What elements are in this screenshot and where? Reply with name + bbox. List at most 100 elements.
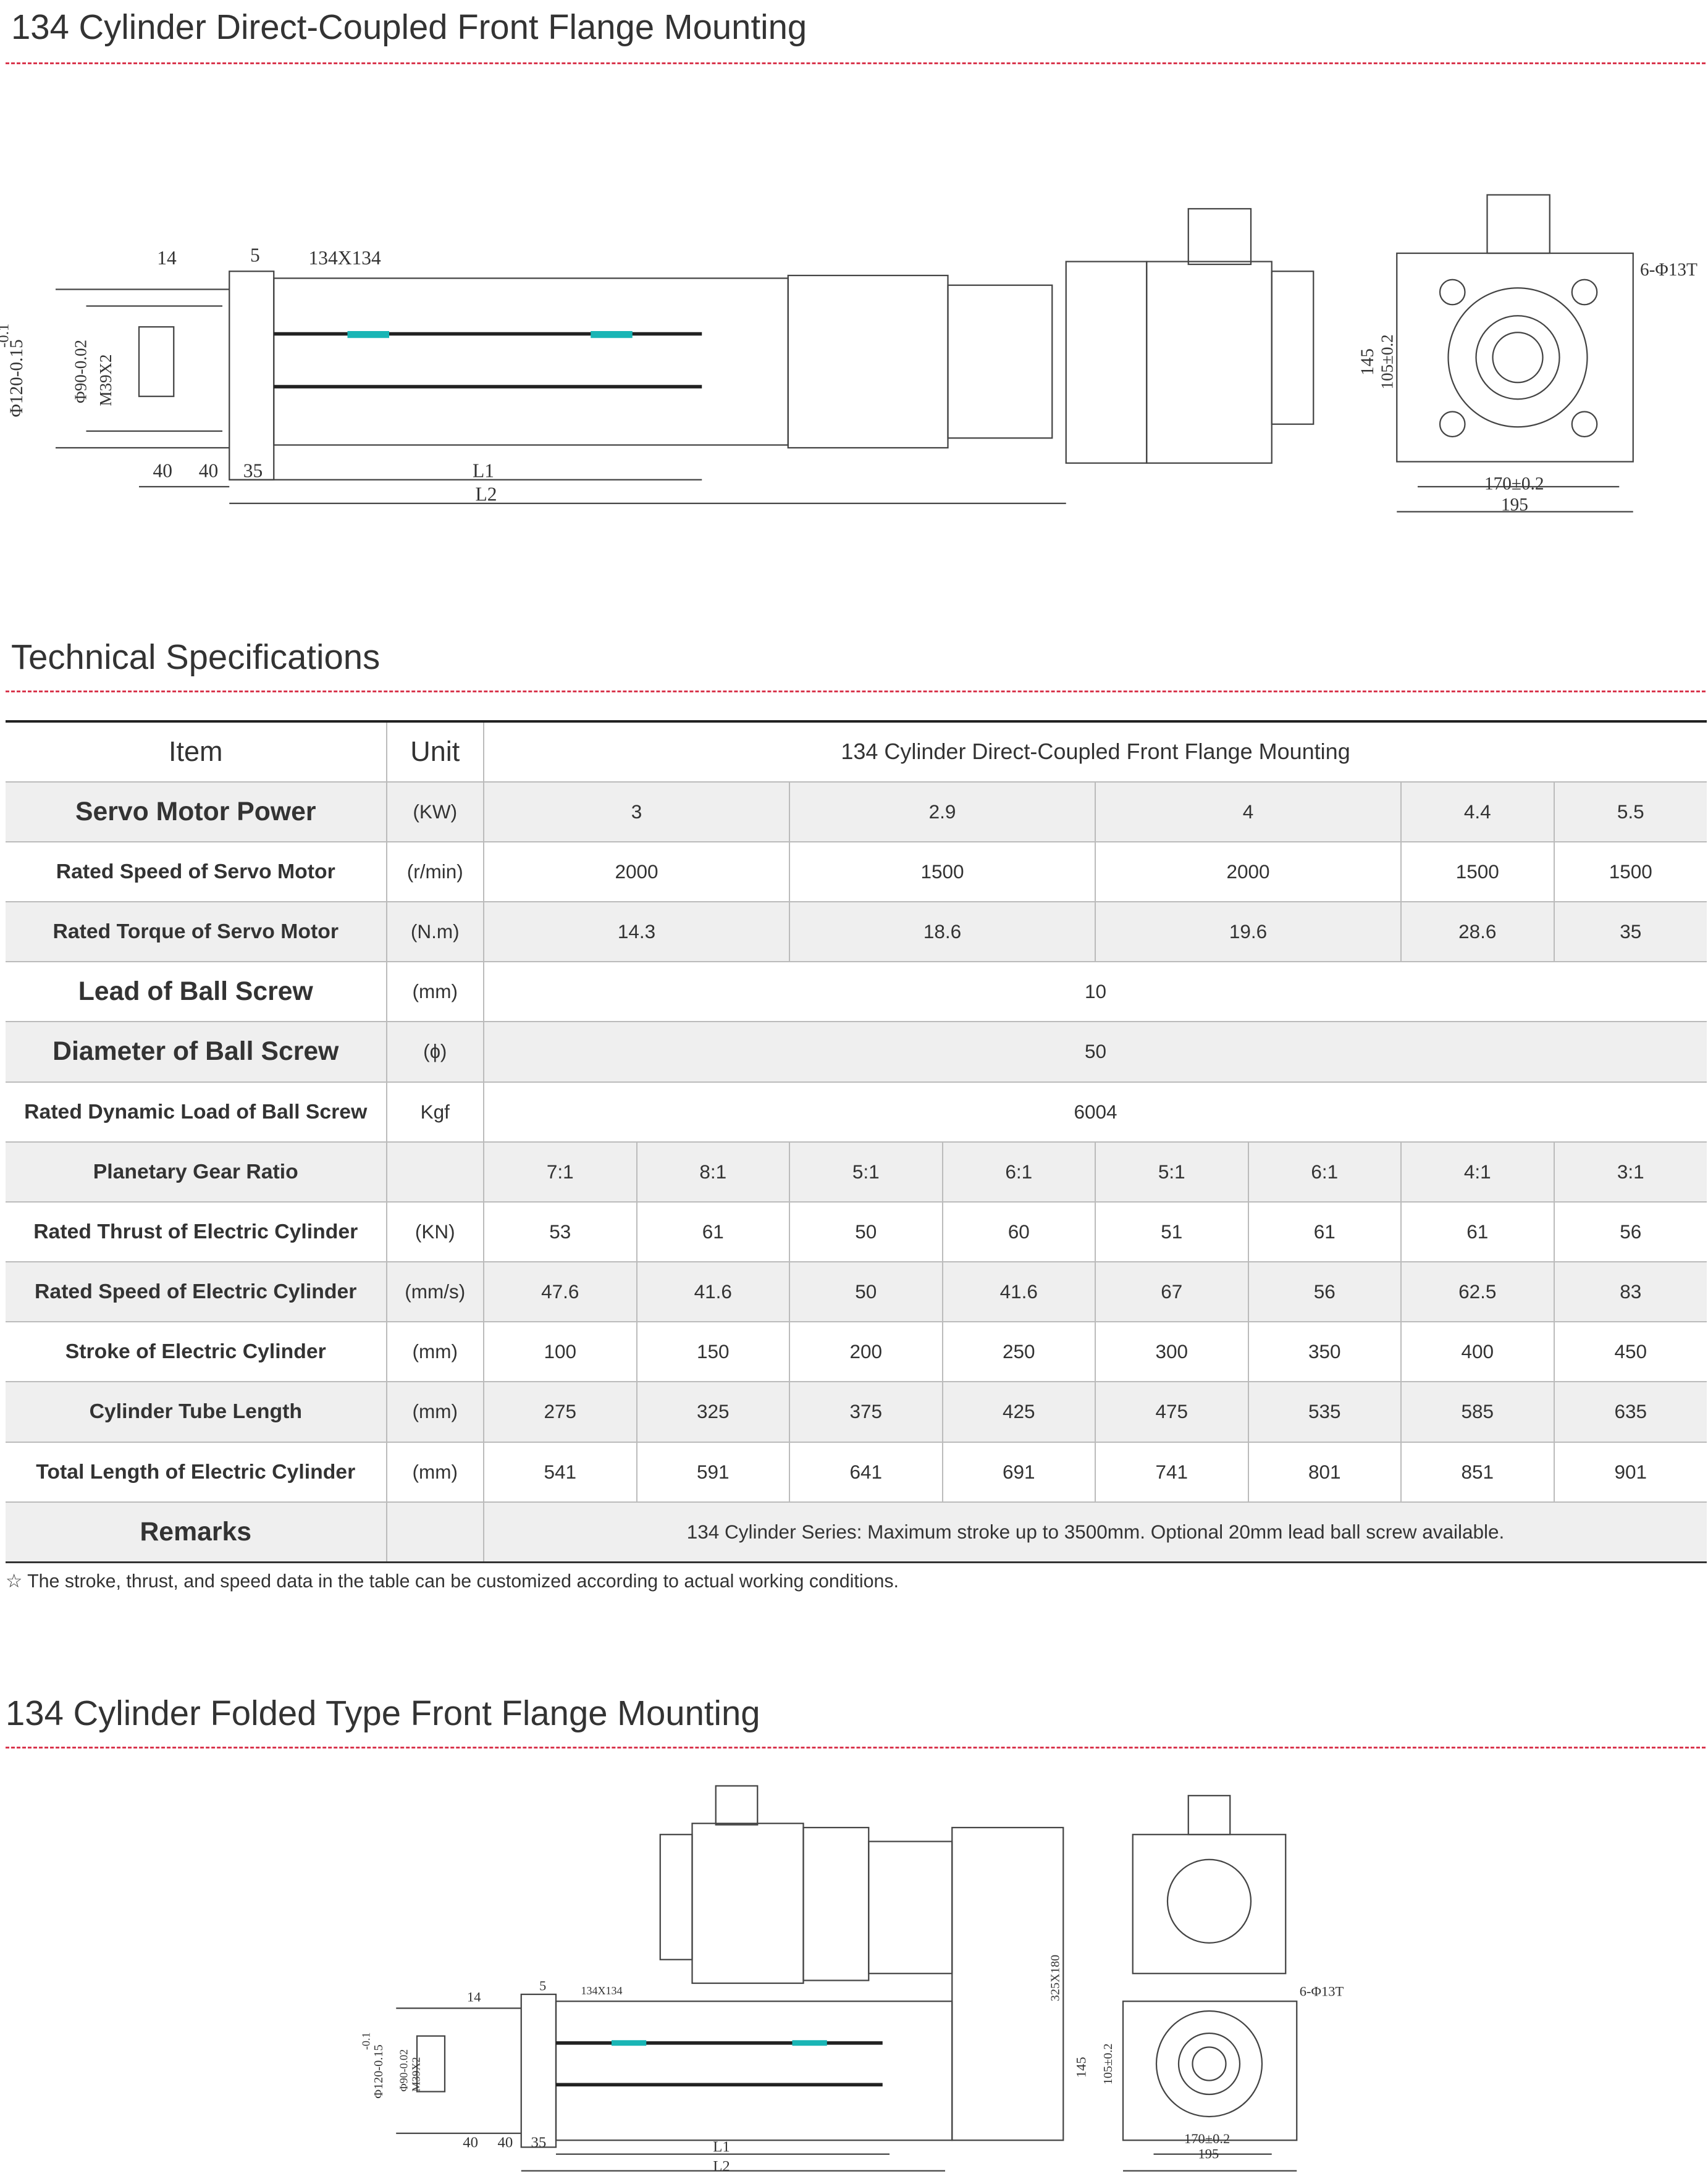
cell-value: 14.3	[482, 901, 791, 963]
row-unit: (ɸ)	[385, 1021, 485, 1083]
cell-value: 851	[1400, 1441, 1555, 1503]
rod-end	[138, 325, 175, 397]
dim-holes: 6-Φ13T	[1640, 260, 1697, 280]
dim-l1: L1	[473, 460, 494, 481]
dim-145: 145	[1073, 2057, 1088, 2078]
cell-value: 6:1	[941, 1141, 1096, 1203]
row-unit: Kgf	[385, 1081, 485, 1143]
section-title-specs: Technical Specifications	[11, 637, 381, 676]
cell-value: 3:1	[1553, 1141, 1707, 1203]
divider	[6, 691, 1706, 694]
cell-value: 61	[1247, 1201, 1402, 1263]
cell-value: 61	[636, 1201, 791, 1263]
cell-value: 4	[1094, 781, 1402, 842]
header-item: Item	[6, 720, 387, 783]
table-row: Total Length of Electric Cylinder (mm) 541…	[6, 1441, 1707, 1503]
cell-value: 585	[1400, 1381, 1555, 1443]
cell-value: 475	[1094, 1381, 1249, 1443]
cell-value: 3	[482, 781, 791, 842]
divider	[6, 1747, 1706, 1750]
divider	[6, 62, 1706, 65]
cell-value: 801	[1247, 1441, 1402, 1503]
cell-value: 2000	[482, 841, 791, 903]
cell-value: 691	[941, 1441, 1096, 1503]
cell-value: 61	[1400, 1201, 1555, 1263]
cell-value: 50	[788, 1261, 943, 1323]
end-view-flange	[1122, 2000, 1298, 2141]
table-row: Cylinder Tube Length (mm) 275 325 375 425 475 5…	[6, 1381, 1707, 1443]
cell-value: 1500	[788, 841, 1096, 903]
cell-value: 5:1	[1094, 1141, 1249, 1203]
row-unit: (mm)	[385, 1381, 485, 1443]
dim-170: 170±0.2	[1484, 474, 1544, 493]
dim-14: 14	[157, 247, 177, 269]
row-label: Rated Torque of Servo Motor	[6, 901, 387, 963]
cell-value: 641	[788, 1441, 943, 1503]
table-row: Rated Dynamic Load of Ball Screw Kgf 6004	[6, 1081, 1707, 1143]
spec-table: Item Unit 134 Cylinder Direct-Coupled Fr…	[6, 720, 1707, 1563]
table-row: Rated Speed of Servo Motor (r/min) 2000 150…	[6, 841, 1707, 903]
cell-value: 4:1	[1400, 1141, 1555, 1203]
dim-tol: -0.1	[0, 323, 12, 347]
dim-phi90: Φ90-0.02	[397, 2049, 410, 2092]
cell-value: 56	[1247, 1261, 1402, 1323]
cell-value: 375	[788, 1381, 943, 1443]
row-unit: (r/min)	[385, 841, 485, 903]
dim-l2: L2	[476, 483, 497, 505]
table-row: Rated Speed of Electric Cylinder (mm/s) 47…	[6, 1261, 1707, 1323]
drawing-folded: 14 5 134X134 Φ120-0.15 -0.1 Φ90-0.02 M39…	[360, 1785, 1344, 2175]
cell-value: 28.6	[1400, 901, 1555, 963]
cell-value: 6:1	[1247, 1141, 1402, 1203]
row-label: Diameter of Ball Screw	[6, 1021, 387, 1083]
cell-value: 2000	[1094, 841, 1402, 903]
dim-170: 170±0.2	[1184, 2131, 1230, 2146]
cell-value: 41.6	[941, 1261, 1096, 1323]
servo-motor	[691, 1822, 804, 1984]
cell-value: 4.4	[1400, 781, 1555, 842]
cell-value: 325	[636, 1381, 791, 1443]
cell-value: 35	[1553, 901, 1707, 963]
dim-105: 105±0.2	[1378, 334, 1397, 389]
dim-35: 35	[531, 2134, 547, 2151]
cell-value: 350	[1247, 1321, 1402, 1383]
dim-325x180: 325X180	[1049, 1955, 1062, 2001]
dim-40a: 40	[463, 2134, 478, 2151]
coupling-housing	[787, 274, 949, 448]
row-label: Planetary Gear Ratio	[6, 1141, 387, 1203]
motor-flange	[1065, 260, 1148, 464]
dim-m39: M39X2	[410, 2057, 423, 2091]
row-unit: (mm)	[385, 1321, 485, 1383]
cell-value: 200	[788, 1321, 943, 1383]
row-label: Rated Dynamic Load of Ball Screw	[6, 1081, 387, 1143]
row-label: Total Length of Electric Cylinder	[6, 1441, 387, 1503]
dim-134x134: 134X134	[309, 247, 381, 269]
table-row: Planetary Gear Ratio 7:1 8:1 5:1 6:1 5:1 6:1 4:…	[6, 1141, 1707, 1203]
cell-value: 635	[1553, 1381, 1707, 1443]
dim-40b: 40	[498, 2134, 513, 2151]
cell-value: 19.6	[1094, 901, 1402, 963]
table-row: Diameter of Ball Screw (ɸ) 50	[6, 1021, 1707, 1083]
front-flange	[229, 270, 275, 481]
dim-14: 14	[467, 1989, 481, 2004]
dim-134x134: 134X134	[581, 1984, 623, 1997]
cell-value: 150	[636, 1321, 791, 1383]
dim-l2: L2	[713, 2158, 730, 2175]
row-unit	[385, 1501, 485, 1563]
row-label: Lead of Ball Screw	[6, 961, 387, 1023]
dim-phi120: Φ120-0.15	[7, 339, 27, 417]
dim-5: 5	[250, 244, 260, 266]
fold-housing	[951, 1826, 1064, 2141]
dim-105: 105±0.2	[1101, 2043, 1115, 2085]
dim-phi120: Φ120-0.15	[372, 2044, 385, 2098]
cylinder-tube	[555, 2000, 953, 2141]
cell-value: 400	[1400, 1321, 1555, 1383]
cell-value: 1500	[1553, 841, 1707, 903]
cell-value: 2.9	[788, 781, 1096, 842]
dim-l1: L1	[713, 2138, 730, 2155]
row-unit: (N.m)	[385, 901, 485, 963]
cell-value: 53	[482, 1201, 637, 1263]
cell-value: 50	[788, 1201, 943, 1263]
cell-value: 5:1	[788, 1141, 943, 1203]
cell-value: 1500	[1400, 841, 1555, 903]
